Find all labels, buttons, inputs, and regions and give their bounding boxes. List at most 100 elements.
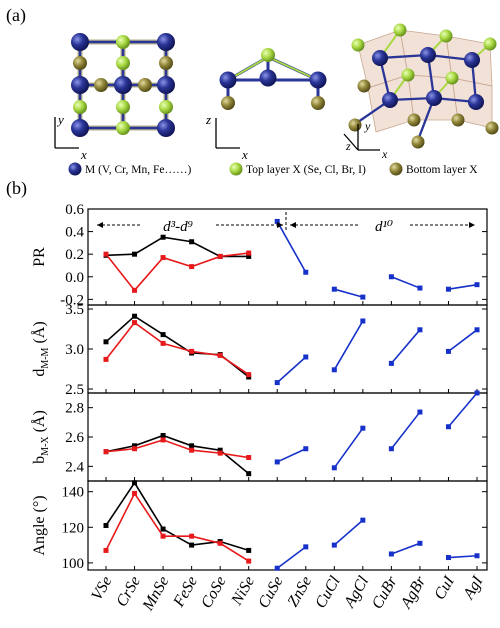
structure-perspective-view: z y x xyxy=(343,23,499,161)
axis-y-label: y xyxy=(56,112,64,127)
x-tick-label: CuBr xyxy=(369,573,401,612)
legend-swatch-top-layer xyxy=(229,162,243,176)
data-point xyxy=(274,218,280,224)
panel-frame xyxy=(87,392,488,482)
x-tick-label: CuCl xyxy=(312,573,344,611)
x-tick-label: VSe xyxy=(88,574,115,604)
data-point xyxy=(160,437,166,443)
region-annotation: d³-d⁹ d¹⁰ xyxy=(97,212,475,235)
series-line-blue_series xyxy=(276,356,307,384)
structure-top-view: y x xyxy=(54,33,175,162)
x-tick-label: CuI xyxy=(431,573,458,603)
panel-2: 2.4 2.6 2.8 bM-X (Å) xyxy=(30,390,488,482)
data-point xyxy=(303,544,309,550)
y-tick-label: 2.8 xyxy=(65,401,84,417)
data-point xyxy=(103,356,109,362)
y-axis-label: dM-M (Å) xyxy=(30,321,51,376)
x-tick-label: AgCl xyxy=(341,573,373,611)
panel-1: 2.5 3.0 3.5 dM-M (Å) xyxy=(30,302,488,398)
y-tick-label: 120 xyxy=(62,520,85,536)
data-point xyxy=(189,447,195,453)
structure-side-view: z x xyxy=(205,48,327,162)
atom-legend: M (V, Cr, Mn, Fe……) Top layer X (Se, Cl,… xyxy=(68,162,478,176)
y-tick-label: 100 xyxy=(62,556,85,572)
data-point xyxy=(303,354,309,360)
x-tick-label: NiSe xyxy=(228,574,258,610)
data-point xyxy=(417,540,423,546)
panel-frame xyxy=(87,480,488,571)
data-point xyxy=(388,360,394,366)
series-line-red_series xyxy=(105,491,250,562)
series-line-blue_series xyxy=(448,283,478,290)
data-point xyxy=(246,455,252,461)
series-line-blue_series xyxy=(334,288,364,298)
data-point xyxy=(189,239,195,245)
data-point xyxy=(303,269,309,275)
data-point xyxy=(388,274,394,280)
data-point xyxy=(331,465,337,471)
data-point xyxy=(246,547,252,553)
data-point xyxy=(132,490,138,496)
data-point xyxy=(331,367,337,373)
legend-top-layer-label: Top layer X (Se, Cl, Br, I) xyxy=(246,164,366,176)
series-line-red_series xyxy=(105,252,249,292)
region-left-label: d³-d⁹ xyxy=(163,219,193,235)
data-point xyxy=(189,533,195,539)
data-point xyxy=(246,253,252,259)
data-point xyxy=(189,542,195,548)
data-point xyxy=(132,287,138,293)
data-point xyxy=(103,523,109,528)
data-point xyxy=(217,253,223,259)
data-point xyxy=(217,447,223,453)
panel-0: -0.2 0.0 0.2 0.4 0.6 PR xyxy=(31,202,488,308)
series-line-blue_series xyxy=(276,448,307,463)
legend-swatch-metal xyxy=(68,162,82,176)
data-point xyxy=(132,320,138,326)
data-point xyxy=(160,526,166,532)
data-point xyxy=(417,409,423,415)
data-point xyxy=(388,446,394,452)
y-tick-label: 0.2 xyxy=(65,247,84,263)
x-tick-label: AgBr xyxy=(397,573,429,612)
legend-bottom-layer-label: Bottom layer X xyxy=(406,164,478,176)
y-axis-label: Angle (°) xyxy=(31,495,48,555)
data-point xyxy=(417,327,423,333)
x-tick-label: MnSe xyxy=(139,574,172,615)
series-line-red_series xyxy=(105,321,250,376)
legend-swatch-bottom-layer xyxy=(389,162,403,176)
data-point xyxy=(445,286,451,292)
y-tick-label: 0.4 xyxy=(65,225,84,241)
data-point xyxy=(132,443,138,449)
y-tick-label: -0.2 xyxy=(60,292,84,308)
data-point xyxy=(474,553,480,559)
series-line-blue_series xyxy=(447,329,478,353)
data-point xyxy=(132,313,138,319)
data-point xyxy=(217,540,223,546)
data-point xyxy=(103,339,109,345)
data-point xyxy=(331,286,337,292)
series-line-blue_series xyxy=(447,392,478,428)
x-tick-label: CuSe xyxy=(255,574,287,612)
y-axis-label: bM-X (Å) xyxy=(30,410,51,464)
y-tick-label: 2.5 xyxy=(65,382,84,398)
data-point xyxy=(132,251,138,257)
data-point xyxy=(331,542,337,548)
data-point xyxy=(160,340,166,346)
data-point xyxy=(160,533,166,539)
data-point xyxy=(388,551,394,557)
data-point xyxy=(217,352,223,358)
data-point xyxy=(474,390,480,396)
data-point xyxy=(303,446,309,452)
data-point xyxy=(189,443,195,449)
data-point xyxy=(103,251,109,257)
data-point xyxy=(103,449,109,455)
data-point xyxy=(160,433,166,439)
x-tick-label: ZnSe xyxy=(285,574,316,610)
data-point xyxy=(274,565,280,571)
data-point xyxy=(246,250,252,256)
y-tick-label: 3.0 xyxy=(65,342,84,358)
data-point xyxy=(160,255,166,261)
data-point xyxy=(217,450,223,456)
legend-metal-label: M (V, Cr, Mn, Fe……) xyxy=(85,164,192,176)
data-point xyxy=(360,294,366,300)
